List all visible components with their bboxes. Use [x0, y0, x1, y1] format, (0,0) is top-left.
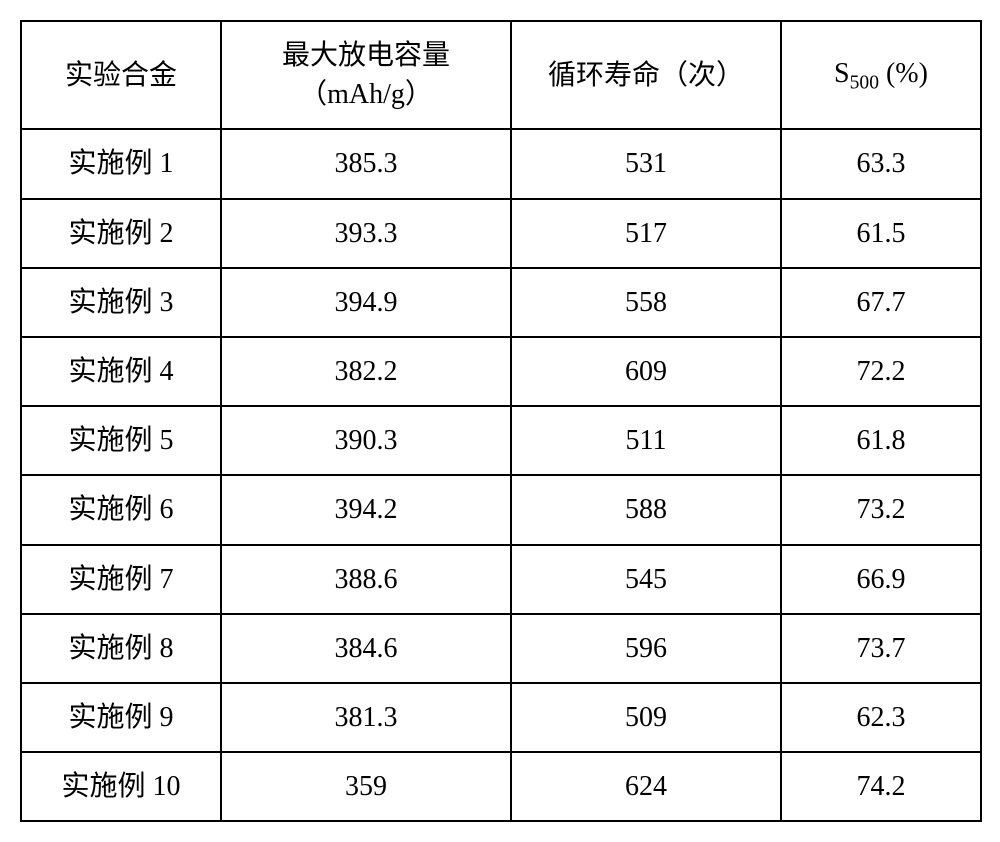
table-row: 实施例 2393.351761.5	[21, 199, 981, 268]
cell-cap: 390.3	[221, 406, 511, 475]
cell-cap: 382.2	[221, 337, 511, 406]
cell-cycle: 509	[511, 683, 781, 752]
cell-cycle: 517	[511, 199, 781, 268]
header-cycle: 循环寿命（次）	[511, 21, 781, 129]
table-row: 实施例 8384.659673.7	[21, 614, 981, 683]
cell-alloy: 实施例 9	[21, 683, 221, 752]
cell-s500: 62.3	[781, 683, 981, 752]
table-row: 实施例 9381.350962.3	[21, 683, 981, 752]
cell-alloy: 实施例 4	[21, 337, 221, 406]
cell-alloy: 实施例 6	[21, 475, 221, 544]
table-header: 实验合金 最大放电容量（mAh/g） 循环寿命（次） S500 (%)	[21, 21, 981, 129]
table-row: 实施例 4382.260972.2	[21, 337, 981, 406]
cell-s500: 72.2	[781, 337, 981, 406]
cell-cap: 359	[221, 752, 511, 821]
header-row: 实验合金 最大放电容量（mAh/g） 循环寿命（次） S500 (%)	[21, 21, 981, 129]
cell-alloy: 实施例 7	[21, 545, 221, 614]
cell-cap: 394.2	[221, 475, 511, 544]
cell-cycle: 609	[511, 337, 781, 406]
cell-s500: 63.3	[781, 129, 981, 198]
table-body: 实施例 1385.353163.3实施例 2393.351761.5实施例 33…	[21, 129, 981, 821]
cell-cycle: 531	[511, 129, 781, 198]
cell-cap: 388.6	[221, 545, 511, 614]
cell-s500: 73.7	[781, 614, 981, 683]
cell-s500: 61.8	[781, 406, 981, 475]
table-row: 实施例 7388.654566.9	[21, 545, 981, 614]
header-cap: 最大放电容量（mAh/g）	[221, 21, 511, 129]
cell-cap: 393.3	[221, 199, 511, 268]
alloy-data-table: 实验合金 最大放电容量（mAh/g） 循环寿命（次） S500 (%) 实施例 …	[20, 20, 982, 822]
cell-cap: 394.9	[221, 268, 511, 337]
cell-alloy: 实施例 1	[21, 129, 221, 198]
cell-s500: 66.9	[781, 545, 981, 614]
table-row: 实施例 6394.258873.2	[21, 475, 981, 544]
cell-alloy: 实施例 3	[21, 268, 221, 337]
cell-alloy: 实施例 5	[21, 406, 221, 475]
cell-s500: 73.2	[781, 475, 981, 544]
header-alloy: 实验合金	[21, 21, 221, 129]
table-row: 实施例 3394.955867.7	[21, 268, 981, 337]
cell-cycle: 596	[511, 614, 781, 683]
cell-s500: 74.2	[781, 752, 981, 821]
table-row: 实施例 1035962474.2	[21, 752, 981, 821]
cell-cycle: 545	[511, 545, 781, 614]
cell-cycle: 588	[511, 475, 781, 544]
cell-cycle: 511	[511, 406, 781, 475]
cell-s500: 67.7	[781, 268, 981, 337]
cell-cap: 381.3	[221, 683, 511, 752]
cell-alloy: 实施例 2	[21, 199, 221, 268]
table-row: 实施例 5390.351161.8	[21, 406, 981, 475]
cell-alloy: 实施例 8	[21, 614, 221, 683]
cell-cap: 384.6	[221, 614, 511, 683]
header-s500: S500 (%)	[781, 21, 981, 129]
cell-alloy: 实施例 10	[21, 752, 221, 821]
cell-s500: 61.5	[781, 199, 981, 268]
table-row: 实施例 1385.353163.3	[21, 129, 981, 198]
cell-cycle: 624	[511, 752, 781, 821]
cell-cap: 385.3	[221, 129, 511, 198]
cell-cycle: 558	[511, 268, 781, 337]
